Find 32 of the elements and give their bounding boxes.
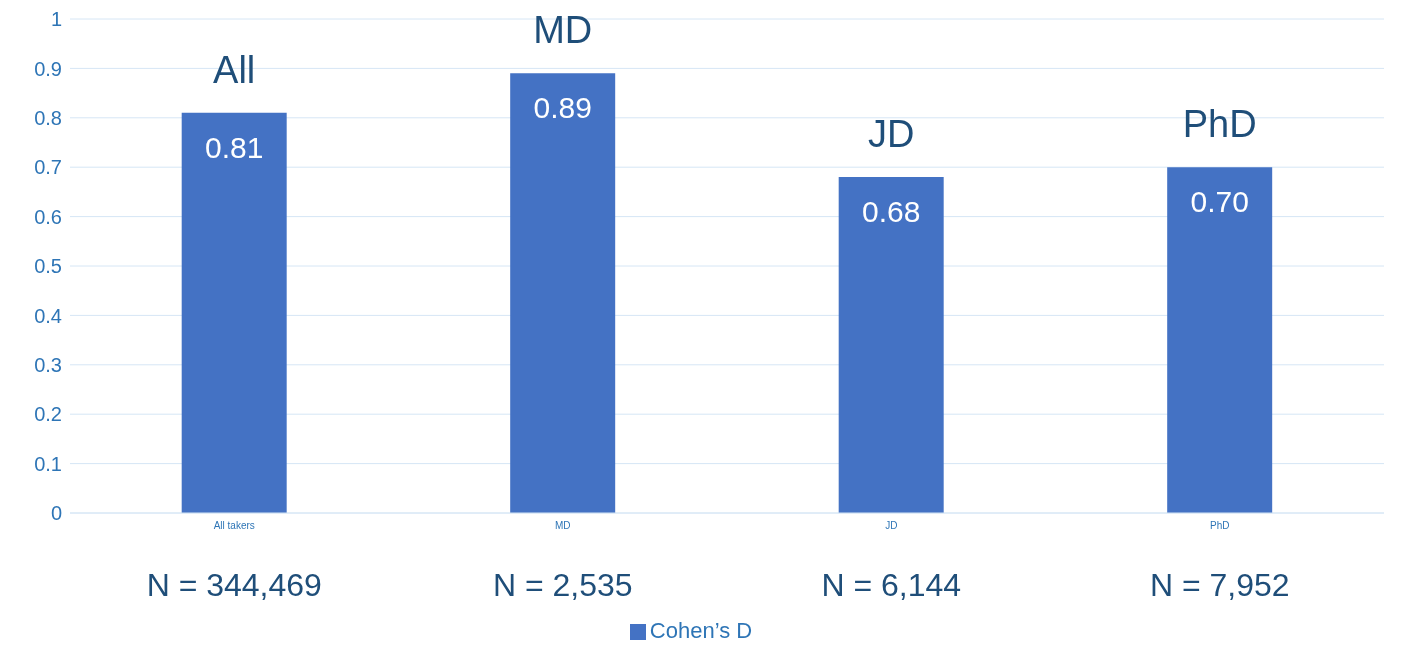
text: N = 6,144 [821,567,962,603]
y-tick-label: 0.7 [34,156,62,179]
data-label: 0.81 [204,130,264,164]
y-tick-label: 0.5 [34,255,62,278]
x-tick-label: All takers [213,520,255,531]
y-tick-label: 0.6 [34,205,62,228]
annotation: MD [533,9,593,52]
y-tick-label: 0 [50,502,62,525]
text: N = 7,952 [1149,567,1290,603]
y-tick-label: 0.2 [34,403,62,426]
bar [838,177,944,513]
data-label: 0.68 [861,195,921,229]
annotation: All [213,48,256,91]
data-label: 0.89 [533,91,592,125]
bar [181,112,287,513]
y-tick-label: 0.4 [34,304,62,327]
x-tick-label: PhD [1210,520,1230,531]
bar [1167,167,1273,513]
x-tick-label: MD [554,520,571,531]
y-tick-label: 1 [50,8,62,31]
legend-label: Cohen’s D [649,618,753,643]
bar [510,73,616,513]
x-tick-label: JD [885,520,898,531]
text: N = 2,535 [492,567,633,603]
annotation: PhD [1182,103,1257,146]
annotation: JD [867,113,915,156]
y-tick-label: 0.8 [34,106,62,129]
data-label: 0.70 [1190,185,1249,219]
y-tick-label: 0.3 [34,353,62,376]
text: N = 344,469 [146,567,322,603]
y-tick-label: 0.1 [34,452,62,475]
y-tick-label: 0.9 [34,57,62,80]
